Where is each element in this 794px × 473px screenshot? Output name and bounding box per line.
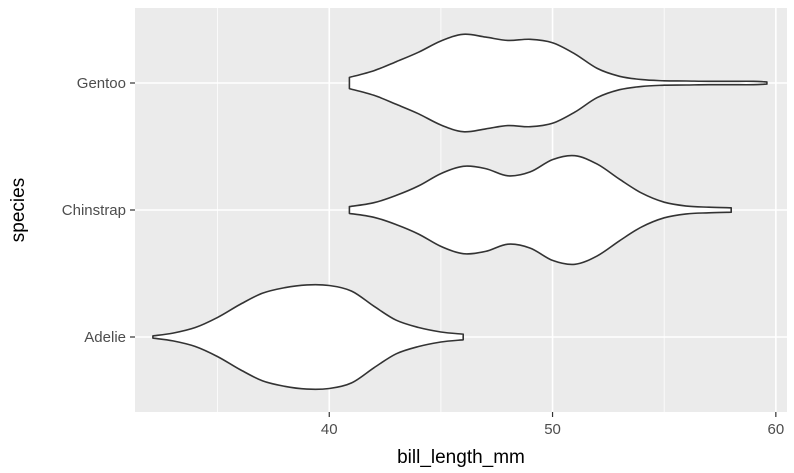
y-axis-title: species [8,178,29,242]
y-axis: Adelie Chinstrap Gentoo [62,75,135,346]
x-tick-label: 40 [321,421,338,438]
violin-adelie [152,283,464,391]
x-tick-label: 60 [767,421,784,438]
y-tick-label: Gentoo [77,75,126,92]
x-tick-label: 50 [544,421,561,438]
violin-chinstrap [348,154,732,266]
violin-gentoo [348,33,768,133]
x-axis-title: bill_length_mm [397,447,525,468]
x-axis: 40 50 60 [321,412,784,438]
y-tick-label: Adelie [84,329,126,346]
violins [152,33,768,391]
y-tick-label: Chinstrap [62,202,126,219]
